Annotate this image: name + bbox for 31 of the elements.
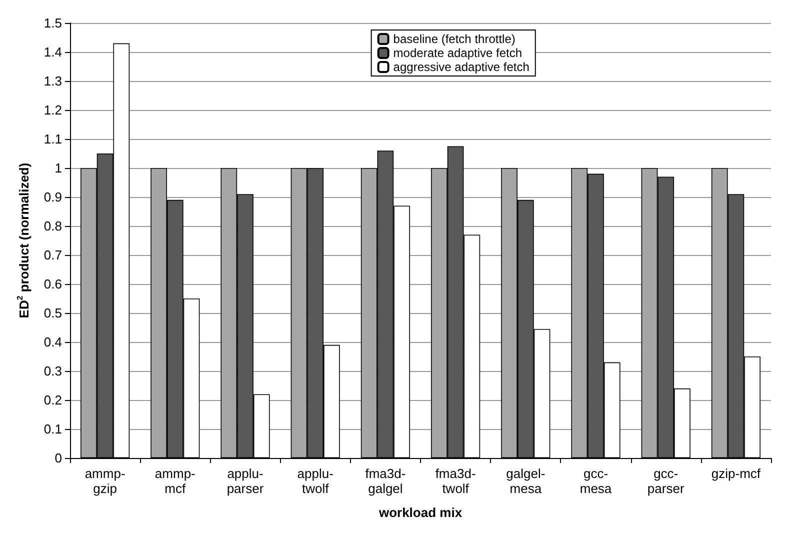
x-tick-label: ammp- mcf [154,466,196,496]
x-tick-label: applu- twolf [297,466,334,496]
x-tick-label: fma3d- galgel [365,466,406,496]
y-tick-label: 0 [54,450,62,466]
x-tick-label: gcc- mesa [580,466,612,496]
y-tick-label: 0.1 [44,422,62,436]
legend-label: moderate adaptive fetch [393,46,522,60]
x-tick-label: galgel- mesa [506,466,546,496]
legend-label: baseline (fetch throttle) [393,32,516,46]
y-tick-label: 0.9 [44,190,62,204]
y-tick-label: 1.3 [44,74,62,88]
y-tick-label: 0.4 [44,334,62,350]
x-tick-label: gcc- parser [647,466,685,496]
x-tick-label: gzip-mcf [711,466,761,481]
y-tick-label: 0.8 [44,218,62,234]
y-tick-label: 0.5 [44,306,62,320]
y-tick-label: 0.7 [44,248,62,262]
y-tick-label: 1.1 [44,132,62,146]
y-axis-title: ED2 product (normalized) [16,162,32,318]
y-tick-label: 0.6 [44,276,62,292]
x-tick-label: applu- parser [226,466,264,496]
y-tick-label: 1.5 [44,16,62,30]
y-tick-label: 0.3 [44,364,62,378]
legend-label: aggressive adaptive fetch [393,60,530,74]
y-tick-label: 0.2 [44,392,62,408]
y-tick-label: 1.4 [44,44,62,60]
y-tick-label: 1 [54,160,62,176]
x-tick-label: fma3d- twolf [435,466,476,496]
x-tick-label: ammp- gzip [84,466,126,496]
y-tick-label: 1.2 [44,102,62,118]
x-axis-title: workload mix [378,505,463,520]
